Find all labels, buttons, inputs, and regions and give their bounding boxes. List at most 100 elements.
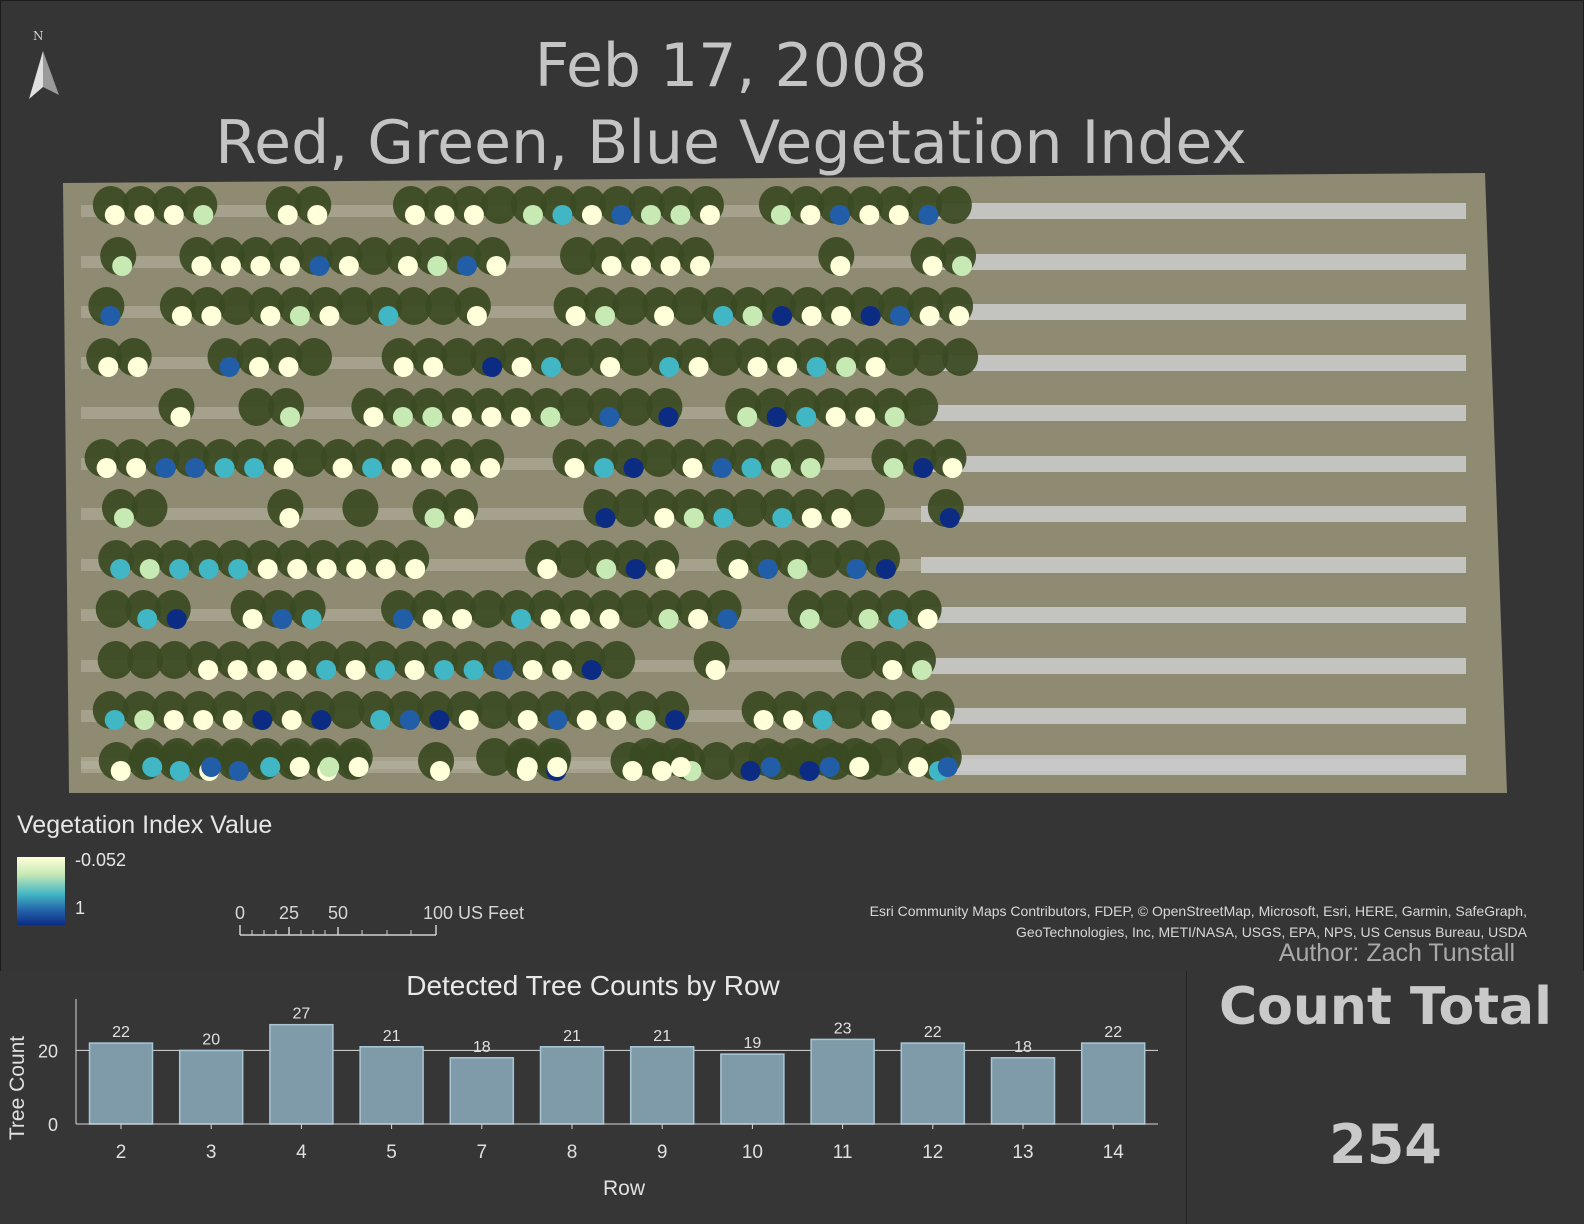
- bar-row-5[interactable]: [359, 1046, 424, 1125]
- tree-point: [930, 710, 951, 730]
- tree-point: [434, 660, 455, 680]
- tree-point: [198, 660, 219, 680]
- tree-canopy: [342, 489, 379, 527]
- tree-point: [606, 710, 627, 730]
- bar-row-14[interactable]: [1080, 1042, 1146, 1125]
- row-strip: [921, 658, 1466, 674]
- tree-point: [917, 609, 938, 629]
- x-tick-label: 7: [477, 1142, 488, 1163]
- tree-point: [596, 559, 617, 579]
- y-tick-label: 0: [48, 1115, 58, 1135]
- bar-row-2[interactable]: [88, 1042, 154, 1125]
- tree-point: [252, 710, 273, 730]
- tree-point: [466, 306, 487, 326]
- bar-value-label: 21: [563, 1028, 581, 1045]
- tree-point: [713, 508, 734, 528]
- tree-point: [170, 407, 191, 427]
- aerial-imagery[interactable]: [1, 1, 1584, 971]
- tree-point: [871, 710, 892, 730]
- row-strip: [921, 254, 1466, 270]
- bar-row-4[interactable]: [269, 1023, 334, 1125]
- tree-point: [397, 256, 418, 276]
- tree-point: [683, 508, 704, 528]
- tree-point: [193, 710, 214, 730]
- tree-point: [812, 710, 833, 730]
- tree-point: [110, 559, 131, 579]
- tree-point: [96, 458, 117, 478]
- tree-point: [658, 609, 679, 629]
- tree-point: [134, 205, 155, 225]
- tree-point: [908, 757, 929, 777]
- tree-point: [104, 710, 125, 730]
- credits-line-1: Esri Community Maps Contributors, FDEP, …: [869, 903, 1527, 919]
- credits-line-2: GeoTechnologies, Inc, METI/NASA, USGS, E…: [1016, 924, 1527, 940]
- tree-point: [564, 458, 585, 478]
- tree-point: [670, 205, 691, 225]
- tree-point: [166, 609, 187, 629]
- bar-row-13[interactable]: [990, 1057, 1056, 1125]
- tree-point: [423, 357, 444, 377]
- tree-point: [134, 710, 155, 730]
- tree-point: [429, 710, 450, 730]
- tree-point: [511, 609, 532, 629]
- tree-canopy: [671, 287, 708, 325]
- tree-canopy: [558, 338, 595, 376]
- tree-point: [316, 660, 337, 680]
- tree-point: [777, 357, 798, 377]
- tree-point: [193, 205, 214, 225]
- tree-canopy: [902, 388, 939, 426]
- tree-point: [142, 757, 163, 777]
- bar-row-7[interactable]: [449, 1057, 515, 1125]
- tree-point: [890, 306, 911, 326]
- tree-point: [454, 508, 475, 528]
- bar-row-11[interactable]: [810, 1038, 875, 1125]
- bar-row-3[interactable]: [178, 1049, 244, 1125]
- tree-point: [100, 306, 121, 326]
- tree-point: [883, 458, 904, 478]
- tree-canopy: [599, 641, 636, 679]
- map-panel: Feb 17, 2008 Red, Green, Blue Vegetation…: [0, 0, 1584, 972]
- bar-row-10[interactable]: [720, 1053, 785, 1125]
- tree-point: [452, 609, 473, 629]
- tree-canopy: [830, 691, 867, 729]
- bar-row-8[interactable]: [539, 1046, 605, 1125]
- tree-point: [682, 458, 703, 478]
- x-tick-label: 13: [1012, 1142, 1033, 1163]
- tree-point: [482, 357, 503, 377]
- tree-point: [404, 660, 425, 680]
- tree-point: [875, 559, 896, 579]
- tree-point: [565, 306, 586, 326]
- tree-point: [185, 458, 206, 478]
- tree-point: [486, 256, 507, 276]
- tree-point: [622, 761, 643, 781]
- tree-point: [771, 458, 792, 478]
- tree-canopy: [942, 338, 979, 376]
- tree-point: [169, 559, 190, 579]
- tree-point: [338, 256, 359, 276]
- tree-point: [260, 306, 281, 326]
- tree-point: [163, 710, 184, 730]
- tree-point: [399, 710, 420, 730]
- count-total-value: 254: [1329, 1113, 1442, 1176]
- bar-row-12[interactable]: [900, 1042, 966, 1125]
- tree-point: [378, 306, 399, 326]
- tree-point: [98, 357, 119, 377]
- tree-point: [918, 205, 939, 225]
- bar-row-9[interactable]: [629, 1046, 695, 1125]
- tree-point: [836, 357, 857, 377]
- tree-point: [654, 508, 675, 528]
- tree-canopy: [817, 590, 854, 628]
- bar-value-label: 18: [1014, 1039, 1032, 1056]
- tree-point: [370, 710, 391, 730]
- tree-points: [96, 205, 973, 781]
- tree-point: [319, 757, 340, 777]
- tree-point: [362, 458, 383, 478]
- tree-point: [552, 205, 573, 225]
- tree-point: [281, 710, 302, 730]
- tree-canopy: [912, 338, 949, 376]
- x-tick-label: 4: [296, 1142, 307, 1163]
- tree-canopy: [218, 287, 255, 325]
- tree-canopy: [641, 439, 678, 477]
- tree-canopy: [97, 641, 134, 679]
- tree-point: [126, 458, 147, 478]
